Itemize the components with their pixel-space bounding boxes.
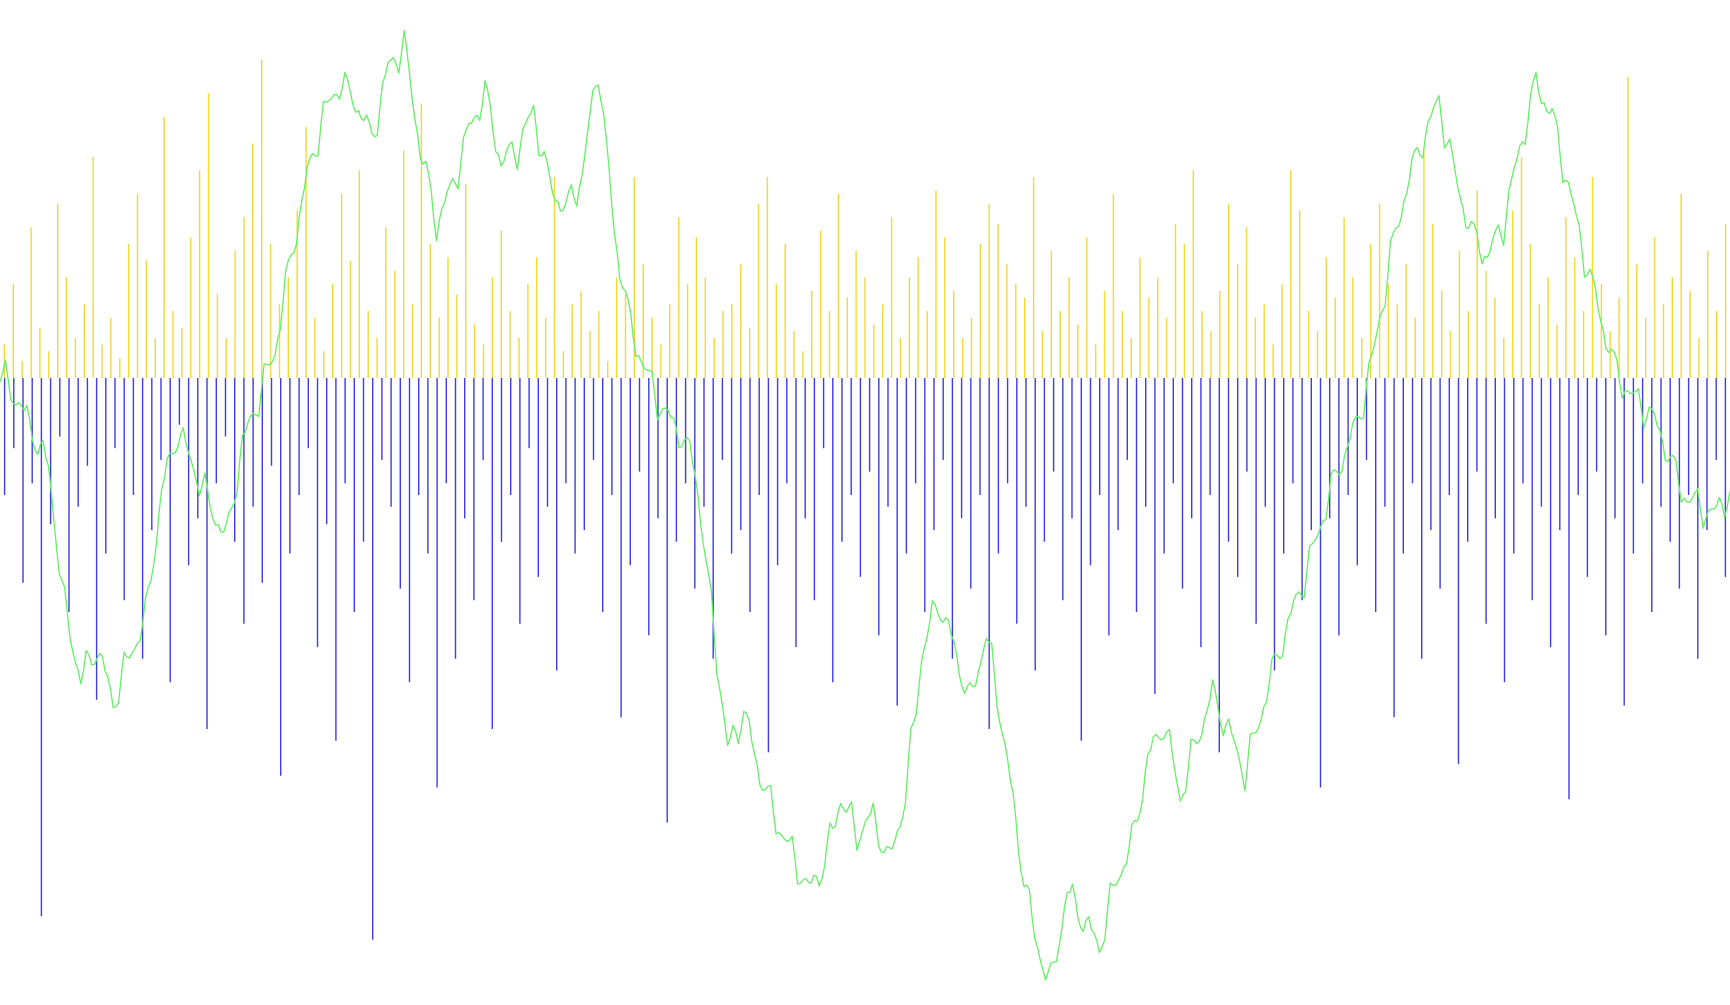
price-line: [0, 29, 1730, 981]
price-line-group: [0, 29, 1730, 981]
positive-bars-group: [3, 59, 1727, 378]
